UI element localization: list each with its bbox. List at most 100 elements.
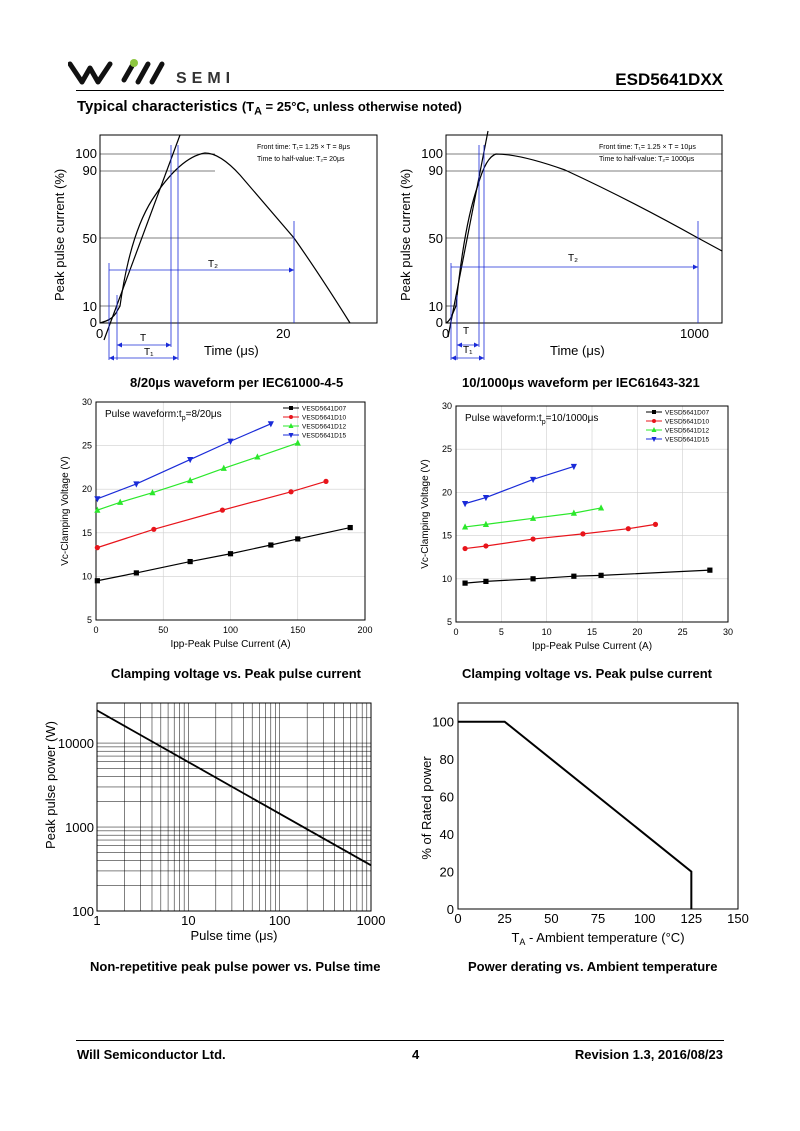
x-tick-0: 0 — [442, 326, 449, 341]
data-point — [570, 509, 577, 516]
series-VESD5641D12 — [94, 439, 301, 513]
data-point — [220, 464, 227, 471]
data-point — [529, 476, 537, 484]
data-point — [267, 421, 274, 428]
x-tick-label: 50 — [544, 911, 558, 926]
data-point — [94, 545, 100, 551]
data-point — [461, 523, 469, 530]
legend-label: VESD5641D07 — [665, 410, 709, 417]
y-axis-label: Peak pulse power (W) — [43, 721, 58, 849]
t1-label: T₁ — [144, 347, 154, 358]
legend-marker — [289, 406, 293, 410]
legend-marker — [651, 437, 657, 442]
data-point — [227, 438, 234, 445]
y-tick-label: 1000 — [65, 820, 94, 835]
data-point — [530, 576, 536, 582]
annotation-rest: =10/1000μs — [546, 413, 599, 424]
x-tick-0: 0 — [96, 326, 103, 341]
t2-label: T₂ — [208, 259, 218, 270]
series-VESD5641D15 — [94, 421, 274, 503]
y-tick-label: 5 — [447, 617, 452, 627]
t-label: T — [463, 326, 469, 337]
legend-label: VESD5641D10 — [302, 415, 346, 422]
section-title-text: Typical characteristics — [77, 98, 238, 115]
front-time-note: Front time: T₁= 1.25 × T = 10μs — [599, 144, 696, 151]
x-tick-label: 25 — [497, 911, 511, 926]
plot-frame — [457, 702, 739, 910]
y-tick-label: 40 — [440, 827, 454, 842]
svg-text:50: 50 — [429, 231, 443, 246]
x-tick-20: 20 — [276, 326, 290, 341]
data-point — [187, 476, 194, 484]
footer-divider — [76, 1040, 724, 1041]
data-point — [254, 453, 261, 460]
half-value-note: Time to half-value: T₂= 1000μs — [599, 156, 695, 163]
x-tick-label: 10 — [181, 913, 195, 928]
x-tick-label: 30 — [723, 627, 733, 637]
x-axis-label: Time (μs) — [204, 343, 259, 358]
legend-label: VESD5641D15 — [665, 437, 709, 444]
y-tick-label: 5 — [87, 615, 92, 625]
front-line — [103, 134, 181, 341]
svg-text:50: 50 — [83, 231, 97, 246]
series-VESD5641D12 — [461, 504, 605, 530]
data-point — [652, 521, 659, 527]
y-tick-label: 25 — [82, 441, 92, 451]
x-tick-label: 20 — [632, 627, 642, 637]
data-point — [94, 496, 101, 503]
svg-text:100: 100 — [421, 146, 443, 161]
front-time-note: Front time: T₁= 1.25 × T = 8μs — [257, 144, 350, 151]
series-VESD5641D07 — [462, 567, 713, 586]
series-VESD5641D10 — [462, 521, 659, 552]
series-line — [464, 523, 656, 550]
legend-marker — [651, 427, 657, 432]
annotation-subscript: p — [182, 415, 186, 422]
y-tick-labels: 100 90 50 10 0 — [421, 146, 443, 330]
section-condition: (TA = 25°C, unless otherwise noted) — [241, 99, 462, 118]
x-tick-label: 0 — [454, 911, 461, 926]
clamp2-caption: Clamping voltage vs. Peak pulse current — [462, 666, 712, 681]
x-tick-label: 200 — [357, 625, 372, 635]
data-point — [461, 501, 469, 508]
legend-label: VESD5641D15 — [302, 433, 346, 440]
time-markers — [450, 145, 699, 360]
x-tick-label: 100 — [269, 913, 291, 928]
x-tick-label: 100 — [634, 911, 656, 926]
legend-marker — [652, 410, 656, 414]
footer-company: Will Semiconductor Ltd. — [77, 1047, 226, 1062]
data-point — [597, 504, 605, 511]
legend-label: VESD5641D07 — [302, 406, 346, 413]
y-tick-label: 20 — [440, 865, 454, 880]
waveform1-caption: 8/20μs waveform per IEC61000-4-5 — [130, 375, 344, 390]
waveform-curve — [99, 152, 351, 324]
company-logo — [68, 59, 165, 85]
data-point — [530, 536, 536, 542]
data-point — [462, 580, 468, 586]
y-tick-label: 30 — [442, 401, 452, 411]
time-markers — [108, 145, 295, 360]
x-tick-label: 150 — [290, 625, 305, 635]
plot-frame — [445, 134, 723, 324]
series-line — [465, 569, 710, 584]
data-point — [151, 526, 157, 532]
data-point — [707, 567, 713, 573]
x-axis-rest: - Ambient temperature (°C) — [525, 930, 684, 945]
data-point — [117, 498, 124, 505]
waveform2-caption: 10/1000μs waveform per IEC61643-321 — [462, 375, 700, 390]
y-tick-label: 10000 — [58, 736, 94, 751]
plot-frame — [99, 134, 378, 324]
data-point — [187, 558, 193, 565]
x-tick-label: 0 — [93, 625, 98, 635]
series-VESD5641D15 — [461, 463, 577, 508]
data-point — [133, 570, 139, 576]
x-tick-label: 150 — [727, 911, 749, 926]
data-point — [580, 531, 586, 537]
legend-marker — [288, 433, 294, 438]
data-point — [347, 524, 353, 531]
x-tick-label: 0 — [453, 627, 458, 637]
waveform-10-1000-chart: T₂ T T₁ Front time: T₁= 1.25 × T = 10μs … — [398, 130, 723, 361]
x-tick-label: 125 — [680, 911, 702, 926]
y-tick-label: 10 — [82, 571, 92, 581]
series-VESD5641D10 — [94, 478, 329, 551]
